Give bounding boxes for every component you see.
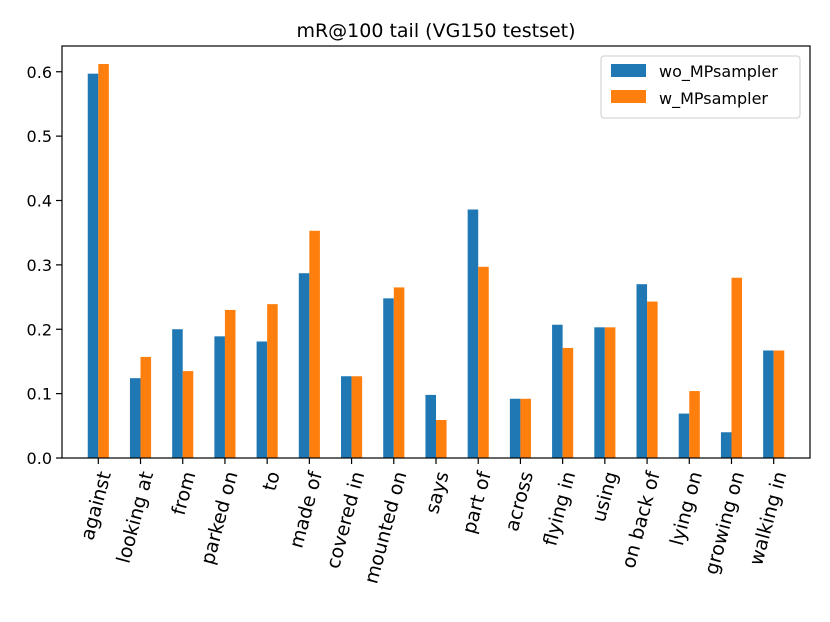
x-tick-label: looking at	[113, 469, 159, 566]
bar-wo-mpsampler-using	[594, 327, 605, 458]
bar-wo-mpsampler-from	[172, 329, 183, 458]
legend-box	[600, 55, 801, 119]
legend-label-w-mpsampler: w_MPsampler	[659, 89, 768, 109]
bar-wo-mpsampler-against	[87, 73, 99, 459]
bar-w-mpsampler-part-of	[478, 266, 489, 458]
bar-w-mpsampler-across	[520, 398, 531, 458]
bars-group	[87, 64, 785, 459]
bar-wo-mpsampler-part-of	[467, 209, 479, 458]
bar-w-mpsampler-to	[267, 304, 278, 458]
y-tick-label: 0.0	[27, 449, 52, 468]
y-tick-label: 0.4	[27, 192, 52, 211]
bar-wo-mpsampler-growing-on	[720, 432, 732, 458]
bar-w-mpsampler-mounted-on	[393, 287, 405, 458]
bar-w-mpsampler-using	[604, 327, 616, 458]
legend: wo_MPsampler w_MPsampler	[600, 55, 801, 119]
bar-wo-mpsampler-lying-on	[678, 413, 690, 458]
bar-wo-mpsampler-mounted-on	[383, 298, 394, 458]
bar-w-mpsampler-says	[436, 420, 447, 458]
x-tick-label: mounted on	[360, 469, 411, 586]
bar-wo-mpsampler-covered-in	[341, 376, 352, 458]
x-tick-label: across	[501, 469, 538, 534]
bar-w-mpsampler-flying-in	[562, 347, 574, 458]
bar-wo-mpsampler-on-back-of	[636, 284, 648, 458]
bar-wo-mpsampler-parked-on	[214, 336, 225, 458]
x-tick-label: walking in	[745, 469, 791, 568]
x-tick-label: flying in	[539, 469, 580, 548]
y-tick-label: 0.6	[27, 63, 52, 82]
y-axis: 0.0 0.1 0.2 0.3 0.4 0.5 0.6	[27, 63, 62, 468]
bar-wo-mpsampler-to	[256, 341, 268, 458]
x-tick-label: against	[77, 469, 116, 542]
x-tick-label: on back of	[618, 468, 665, 571]
bar-w-mpsampler-growing-on	[731, 277, 743, 458]
y-tick-label: 0.2	[27, 320, 52, 339]
chart-title: mR@100 tail (VG150 testset)	[296, 20, 575, 42]
bar-w-mpsampler-covered-in	[351, 376, 363, 458]
x-tick-label: lying on	[666, 469, 707, 548]
bar-wo-mpsampler-flying-in	[552, 324, 563, 458]
bar-w-mpsampler-made-of	[309, 230, 320, 458]
bar-w-mpsampler-walking-in	[773, 350, 785, 458]
y-tick-label: 0.5	[27, 127, 52, 146]
bar-w-mpsampler-looking-at	[140, 356, 152, 458]
bar-w-mpsampler-from	[182, 371, 194, 458]
legend-label-wo-mpsampler: wo_MPsampler	[659, 62, 778, 82]
x-tick-label: made of	[285, 468, 327, 551]
bar-wo-mpsampler-walking-in	[763, 350, 774, 458]
bar-wo-mpsampler-across	[509, 398, 521, 458]
x-tick-label: growing on	[700, 469, 749, 577]
bar-wo-mpsampler-says	[425, 394, 436, 458]
bar-wo-mpsampler-looking-at	[129, 378, 141, 458]
bar-w-mpsampler-lying-on	[689, 391, 700, 458]
x-tick-label: covered in	[322, 469, 369, 571]
legend-swatch-w-mpsampler	[611, 90, 646, 103]
bar-w-mpsampler-parked-on	[224, 309, 236, 458]
x-tick-label: using	[588, 469, 623, 524]
x-tick-label: part of	[458, 468, 496, 536]
x-tick-label: parked on	[197, 469, 243, 567]
bar-wo-mpsampler-made-of	[298, 273, 310, 458]
y-tick-label: 0.3	[27, 256, 52, 275]
x-tick-label: from	[168, 469, 201, 517]
bar-w-mpsampler-against	[98, 64, 109, 458]
bar-w-mpsampler-on-back-of	[647, 301, 658, 458]
x-tick-label: to	[259, 469, 285, 493]
legend-swatch-wo-mpsampler	[611, 64, 646, 77]
y-tick-label: 0.1	[27, 385, 52, 404]
x-tick-label: says	[421, 469, 453, 516]
